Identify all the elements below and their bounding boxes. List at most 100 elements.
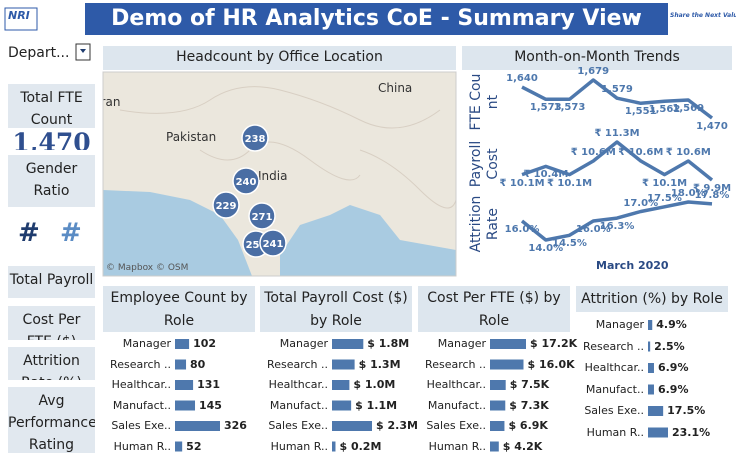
- bar: [490, 339, 526, 349]
- bar: [175, 441, 183, 452]
- kpi-label: Total FTE Count: [8, 84, 95, 128]
- value-label: 102: [193, 337, 217, 350]
- data-label: 14.0%: [528, 243, 564, 254]
- bar: [175, 380, 194, 390]
- category-label: Human R..: [113, 439, 171, 453]
- data-label: ₹ 11.3M: [594, 128, 640, 139]
- bar: [175, 359, 187, 370]
- category-label: Manufact..: [585, 382, 644, 396]
- category-label: Healthcar..: [584, 361, 644, 374]
- map-title: Headcount by Office Location: [103, 46, 456, 70]
- data-label: 16.0%: [575, 224, 611, 235]
- map-attribution: © Mapbox © OSM: [106, 263, 189, 273]
- category-label: Human R..: [586, 425, 644, 439]
- data-label: ₹ 10.6M: [665, 147, 711, 158]
- bar: [332, 380, 350, 390]
- bubble-label: 241: [263, 239, 284, 250]
- data-label: 1,679: [577, 66, 610, 77]
- data-label: 1,470: [696, 121, 728, 132]
- map-bubble: [241, 124, 269, 152]
- map-bubble: [212, 191, 240, 219]
- value-label: $ 1.8M: [367, 337, 410, 350]
- map-sea: [103, 190, 252, 276]
- data-label: 1,579: [601, 84, 633, 96]
- category-label: Manager: [279, 337, 328, 350]
- logo-box: [4, 7, 38, 31]
- value-label: $ 1.1M: [355, 398, 398, 412]
- value-label: 23.1%: [672, 425, 711, 439]
- value-label: 6.9%: [657, 361, 689, 374]
- bar: [175, 339, 190, 349]
- x-axis-label: March 2020: [596, 259, 669, 272]
- category-label: Manager: [122, 337, 171, 350]
- value-label: $ 2.3M: [376, 419, 418, 432]
- value-label: $ 4.2K: [502, 439, 543, 453]
- map-frame: [102, 71, 457, 277]
- bar: [490, 400, 506, 411]
- bar: [332, 441, 336, 452]
- category-label: Human R..: [270, 439, 328, 453]
- data-label: 1,551: [624, 106, 657, 118]
- data-label: 14.5%: [552, 238, 587, 250]
- bar: [332, 400, 352, 411]
- data-label: 16.3%: [599, 221, 635, 233]
- bubble-label: 271: [252, 212, 273, 223]
- map-sea: [280, 205, 456, 276]
- chart-title: Attrition (%) by Role: [576, 286, 728, 312]
- bubble-label: 251: [246, 240, 267, 251]
- data-label: ₹ 10.6M: [618, 147, 664, 158]
- map-border: [119, 86, 441, 129]
- category-label: Research ..: [583, 339, 644, 353]
- map-place: China: [378, 81, 412, 95]
- value-label: 80: [190, 357, 206, 371]
- value-label: 326: [224, 419, 247, 432]
- category-label: Research ..: [425, 357, 486, 371]
- value-label: $ 1.0M: [353, 378, 396, 391]
- map-bubble: [259, 229, 287, 257]
- category-label: Manufact..: [427, 398, 486, 412]
- map-bubble: [232, 167, 260, 195]
- header-arrow[interactable]: [634, 15, 639, 23]
- category-label: Human R..: [428, 439, 486, 453]
- chart-title: Cost Per FTE ($) by Role: [418, 286, 570, 332]
- value-label: $ 0.2M: [339, 439, 382, 453]
- data-label: ₹ 10.1M: [546, 177, 593, 189]
- data-label: 1,573: [529, 102, 562, 114]
- value-label: $ 7.5K: [509, 378, 550, 391]
- bar: [332, 339, 364, 349]
- trend-line: [521, 140, 714, 182]
- logo: NRI: [8, 9, 30, 22]
- chart-title: Employee Count by Role: [103, 286, 255, 332]
- header-bar: [85, 3, 668, 35]
- category-label: Manufact..: [269, 398, 328, 412]
- kpi-label: Avg Performance Rating: [8, 387, 95, 453]
- tagline: Share the Next Values!: [670, 12, 736, 19]
- category-label: Sales Exe..: [268, 419, 328, 432]
- bar: [648, 363, 654, 373]
- kpi-label: Cost Per FTE ($): [8, 306, 95, 340]
- bubble-label: 229: [216, 201, 237, 212]
- data-label: 16.0%: [504, 224, 540, 235]
- category-label: Sales Exe..: [426, 419, 486, 432]
- chart-title: Total Payroll Cost ($) by Role: [260, 286, 412, 332]
- bar: [332, 359, 355, 370]
- data-label: 17.5%: [647, 192, 682, 204]
- data-label: 1,569: [672, 103, 705, 114]
- category-label: Healthcar..: [268, 378, 328, 391]
- data-label: 1,573: [553, 102, 586, 114]
- gender-value: #: [60, 218, 82, 248]
- value-label: $ 7.3K: [509, 398, 549, 412]
- value-label: 52: [186, 439, 202, 453]
- map-place: Iran: [97, 95, 120, 109]
- dropdown-arrow: [80, 49, 86, 53]
- category-label: Manager: [595, 318, 644, 331]
- value-label: $ 1.3M: [358, 357, 401, 371]
- map-place: India: [258, 169, 287, 183]
- trend-line: [521, 78, 714, 120]
- map-place: Pakistan: [166, 130, 216, 144]
- filter-label[interactable]: Depart...: [8, 45, 70, 61]
- gender-value: #: [18, 218, 40, 248]
- category-label: Research ..: [267, 357, 328, 371]
